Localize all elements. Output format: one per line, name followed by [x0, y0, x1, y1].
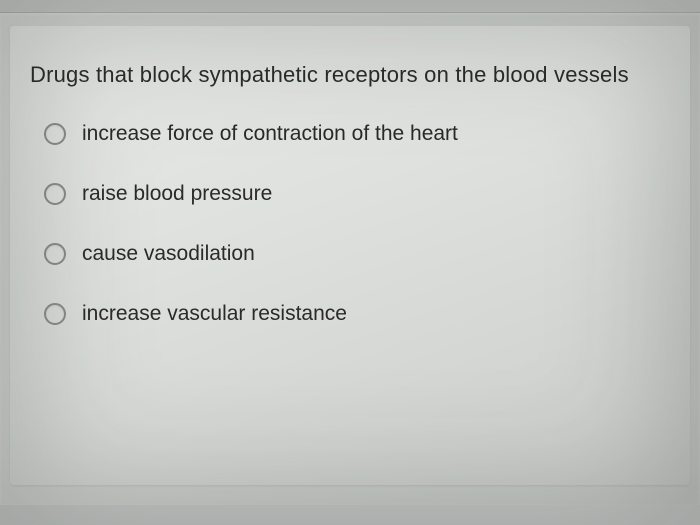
- option-3[interactable]: increase vascular resistance: [44, 302, 670, 326]
- option-label: increase vascular resistance: [82, 302, 347, 326]
- option-0[interactable]: increase force of contraction of the hea…: [44, 122, 670, 146]
- options-list: increase force of contraction of the hea…: [30, 122, 670, 326]
- radio-icon[interactable]: [44, 183, 66, 205]
- option-1[interactable]: raise blood pressure: [44, 182, 670, 206]
- radio-icon[interactable]: [44, 303, 66, 325]
- option-label: cause vasodilation: [82, 242, 255, 266]
- radio-icon[interactable]: [44, 123, 66, 145]
- option-label: increase force of contraction of the hea…: [82, 122, 458, 146]
- option-2[interactable]: cause vasodilation: [44, 242, 670, 266]
- option-label: raise blood pressure: [82, 182, 272, 206]
- question-text: Drugs that block sympathetic receptors o…: [30, 62, 670, 88]
- radio-icon[interactable]: [44, 243, 66, 265]
- question-card: Drugs that block sympathetic receptors o…: [10, 26, 690, 485]
